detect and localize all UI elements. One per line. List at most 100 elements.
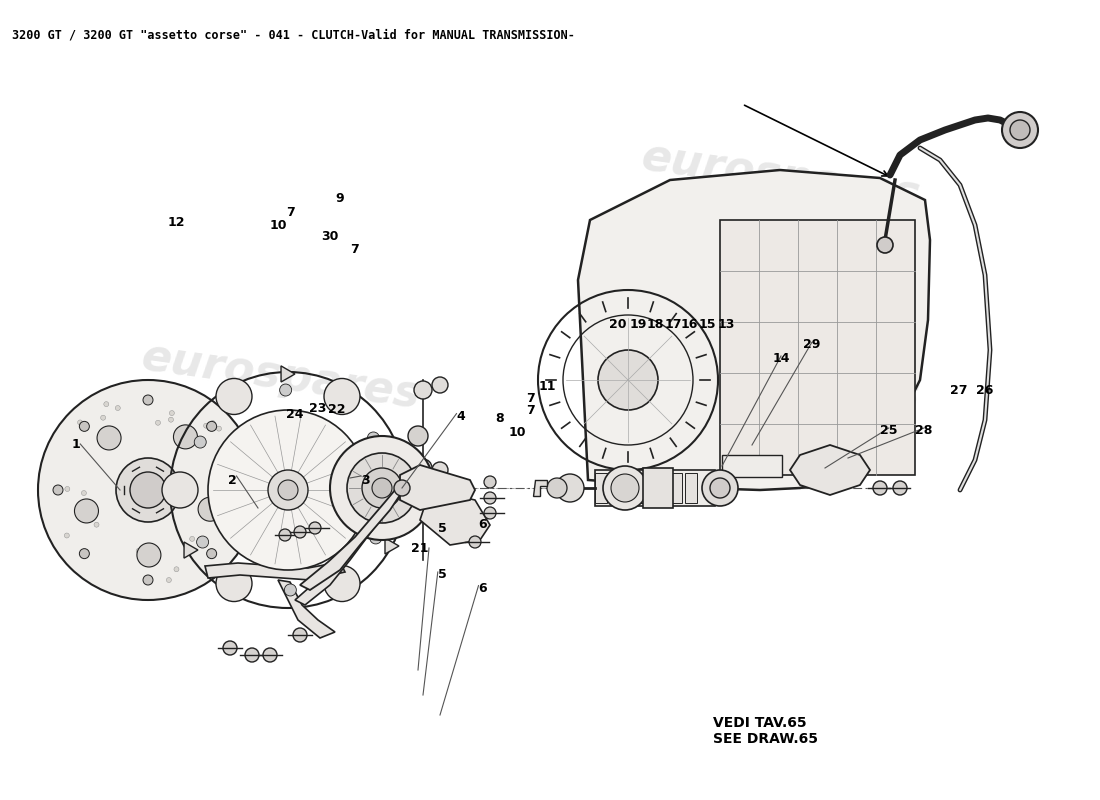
Text: 23: 23 <box>309 402 327 414</box>
Circle shape <box>710 478 730 498</box>
Polygon shape <box>790 445 870 495</box>
Circle shape <box>294 526 306 538</box>
Circle shape <box>702 470 738 506</box>
Circle shape <box>547 478 567 498</box>
Circle shape <box>169 410 175 415</box>
Circle shape <box>229 496 234 501</box>
Circle shape <box>1010 120 1030 140</box>
Circle shape <box>285 584 296 596</box>
FancyBboxPatch shape <box>595 473 607 503</box>
Circle shape <box>367 432 380 444</box>
Text: 28: 28 <box>915 424 933 437</box>
Polygon shape <box>184 542 198 558</box>
Circle shape <box>469 536 481 548</box>
Circle shape <box>197 536 209 548</box>
Circle shape <box>330 436 434 540</box>
Circle shape <box>116 458 180 522</box>
Circle shape <box>79 422 89 431</box>
Text: 8: 8 <box>495 412 504 425</box>
Text: 7: 7 <box>350 243 359 256</box>
Circle shape <box>216 566 252 602</box>
Polygon shape <box>420 490 490 545</box>
Circle shape <box>130 472 166 508</box>
Circle shape <box>293 628 307 642</box>
Circle shape <box>136 548 141 554</box>
Text: 7: 7 <box>526 404 535 417</box>
Circle shape <box>309 522 321 534</box>
Text: eurospares: eurospares <box>639 335 923 417</box>
Circle shape <box>873 481 887 495</box>
Circle shape <box>324 378 360 414</box>
Circle shape <box>228 482 233 486</box>
Text: 27: 27 <box>950 384 968 397</box>
Circle shape <box>370 532 382 544</box>
Text: 25: 25 <box>880 424 898 437</box>
Text: 1: 1 <box>72 438 80 450</box>
Circle shape <box>64 533 69 538</box>
Circle shape <box>210 421 216 426</box>
Circle shape <box>484 476 496 488</box>
FancyBboxPatch shape <box>720 220 915 475</box>
Text: 6: 6 <box>478 582 487 594</box>
Text: 18: 18 <box>647 318 664 330</box>
Circle shape <box>136 543 161 567</box>
Circle shape <box>75 499 99 523</box>
Circle shape <box>97 426 121 450</box>
Text: 26: 26 <box>976 384 993 397</box>
Text: 15: 15 <box>698 318 716 330</box>
Circle shape <box>216 378 252 414</box>
Circle shape <box>168 417 174 422</box>
Circle shape <box>346 453 417 523</box>
Polygon shape <box>295 495 395 605</box>
Polygon shape <box>385 538 399 554</box>
Text: 13: 13 <box>717 318 735 330</box>
Circle shape <box>189 536 195 542</box>
FancyBboxPatch shape <box>670 473 682 503</box>
Circle shape <box>103 402 109 406</box>
Circle shape <box>414 459 432 477</box>
Text: 7: 7 <box>526 392 535 405</box>
Circle shape <box>279 529 292 541</box>
Circle shape <box>78 420 82 425</box>
Circle shape <box>598 350 658 410</box>
Circle shape <box>217 426 221 431</box>
Circle shape <box>216 457 221 462</box>
Circle shape <box>223 641 236 655</box>
Text: 11: 11 <box>539 380 557 393</box>
Text: 20: 20 <box>609 318 627 330</box>
Text: 21: 21 <box>411 542 429 554</box>
Circle shape <box>208 410 368 570</box>
Circle shape <box>432 377 448 393</box>
Circle shape <box>174 566 179 572</box>
Text: 10: 10 <box>270 219 287 232</box>
Circle shape <box>204 423 209 428</box>
Circle shape <box>372 478 392 498</box>
Text: 19: 19 <box>629 318 647 330</box>
Text: eurospares: eurospares <box>139 335 422 417</box>
Circle shape <box>174 425 198 449</box>
Text: 22: 22 <box>328 403 345 416</box>
Circle shape <box>603 466 647 510</box>
Text: 9: 9 <box>336 192 344 205</box>
Text: 14: 14 <box>772 352 790 365</box>
FancyBboxPatch shape <box>595 470 715 506</box>
FancyBboxPatch shape <box>654 473 667 503</box>
Polygon shape <box>280 366 295 382</box>
Circle shape <box>893 481 907 495</box>
Text: 2: 2 <box>228 474 236 486</box>
Text: 6: 6 <box>478 518 487 530</box>
Circle shape <box>245 648 258 662</box>
Circle shape <box>432 462 448 478</box>
Text: 16: 16 <box>681 318 698 330</box>
Text: eurospares: eurospares <box>639 135 923 217</box>
Text: 4: 4 <box>456 410 465 422</box>
Circle shape <box>268 470 308 510</box>
Circle shape <box>324 566 360 602</box>
Circle shape <box>198 498 222 522</box>
Text: 12: 12 <box>167 216 185 229</box>
Text: 24: 24 <box>286 408 304 421</box>
Circle shape <box>65 486 69 491</box>
FancyBboxPatch shape <box>640 473 652 503</box>
Circle shape <box>263 648 277 662</box>
FancyBboxPatch shape <box>644 468 673 508</box>
